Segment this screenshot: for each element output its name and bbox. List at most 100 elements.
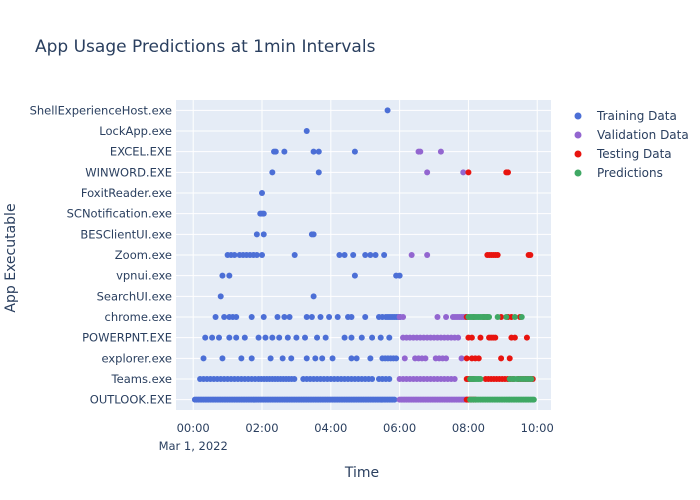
data-point [379,314,386,320]
data-point [291,376,298,382]
data-point [269,334,276,341]
y-tick-label: POWERPNT.EXE [82,331,172,345]
x-tick-label: 04:00 [314,421,347,435]
data-point [326,314,333,320]
data-point [443,355,450,362]
x-tick-label: 08:00 [452,421,485,435]
data-point [369,334,376,341]
data-point [303,128,310,134]
data-point [217,293,224,300]
data-point [200,355,207,362]
data-point [396,272,403,279]
y-tick-label: OUTLOOK.EXE [90,393,172,407]
data-point [233,334,240,341]
data-point [523,334,530,341]
data-point [372,252,379,258]
data-point [286,314,293,320]
data-point [377,334,384,341]
x-tick-label: 10:00 [521,421,554,435]
data-point [391,396,398,403]
y-tick-label: WINWORD.EXE [85,165,172,179]
data-point [248,355,255,362]
data-point [269,169,276,176]
data-point [291,252,298,258]
data-point [226,334,233,341]
series-validation-data [396,148,470,403]
data-point [422,355,429,362]
legend[interactable]: Training Data Validation Data Testing Data… [574,109,689,180]
x-axis-date-label: Mar 1, 2022 [159,439,228,453]
legend-item-training-data[interactable]: Training Data [574,109,677,123]
legend-item-testing-data[interactable]: Testing Data [574,147,672,161]
legend-item-predictions[interactable]: Predictions [574,166,663,180]
data-point [362,252,369,258]
series-predictions [465,314,537,403]
legend-marker [574,131,582,139]
data-point [530,396,537,403]
data-point [528,376,535,382]
data-point [362,314,369,320]
data-point [367,355,374,362]
data-point [386,376,393,382]
data-point [279,355,286,362]
data-point [334,314,341,320]
data-point [401,355,408,362]
x-tick-label: 02:00 [245,421,278,435]
data-point [267,355,274,362]
data-points [191,107,537,403]
data-point [437,148,444,155]
data-point [381,252,388,258]
data-point [221,314,228,320]
data-point [209,334,216,341]
data-point [400,314,407,320]
data-point [463,355,470,362]
data-point [477,376,484,382]
data-point [518,314,525,320]
data-point [393,355,400,362]
y-tick-label: chrome.exe [105,310,172,324]
data-point [350,252,357,258]
data-point [511,314,518,320]
data-point [226,272,233,279]
data-point [492,334,499,341]
data-point [511,334,518,341]
y-tick-label: Teams.exe [111,372,172,386]
y-tick-label: LockApp.exe [99,124,172,138]
data-point [303,314,310,320]
data-point [259,190,266,196]
data-point [506,355,513,362]
data-point [219,272,226,279]
x-axis-title: Time [344,465,379,481]
data-point [284,334,291,341]
data-point [212,314,219,320]
data-point [527,252,534,258]
data-point [322,334,329,341]
data-point [460,169,467,176]
legend-item-validation-data[interactable]: Validation Data [574,128,689,142]
data-point [319,355,326,362]
data-point [310,231,317,238]
legend-label: Validation Data [597,128,689,142]
data-point [475,355,482,362]
data-point [486,314,493,320]
data-point [329,355,336,362]
data-point [384,107,391,114]
data-point [458,355,465,362]
data-point [293,334,300,341]
data-point [310,148,317,155]
data-point [358,334,365,341]
data-point [259,252,266,258]
data-point [276,334,283,341]
data-point [308,314,315,320]
legend-marker [574,150,582,158]
x-tick-label: 00:00 [177,421,210,435]
y-tick-label: SearchUI.exe [97,289,172,303]
data-point [369,376,376,382]
data-point [231,252,238,258]
data-point [386,334,393,341]
data-point [353,355,360,362]
data-point [455,334,462,341]
data-point [219,355,226,362]
data-point [503,314,510,320]
